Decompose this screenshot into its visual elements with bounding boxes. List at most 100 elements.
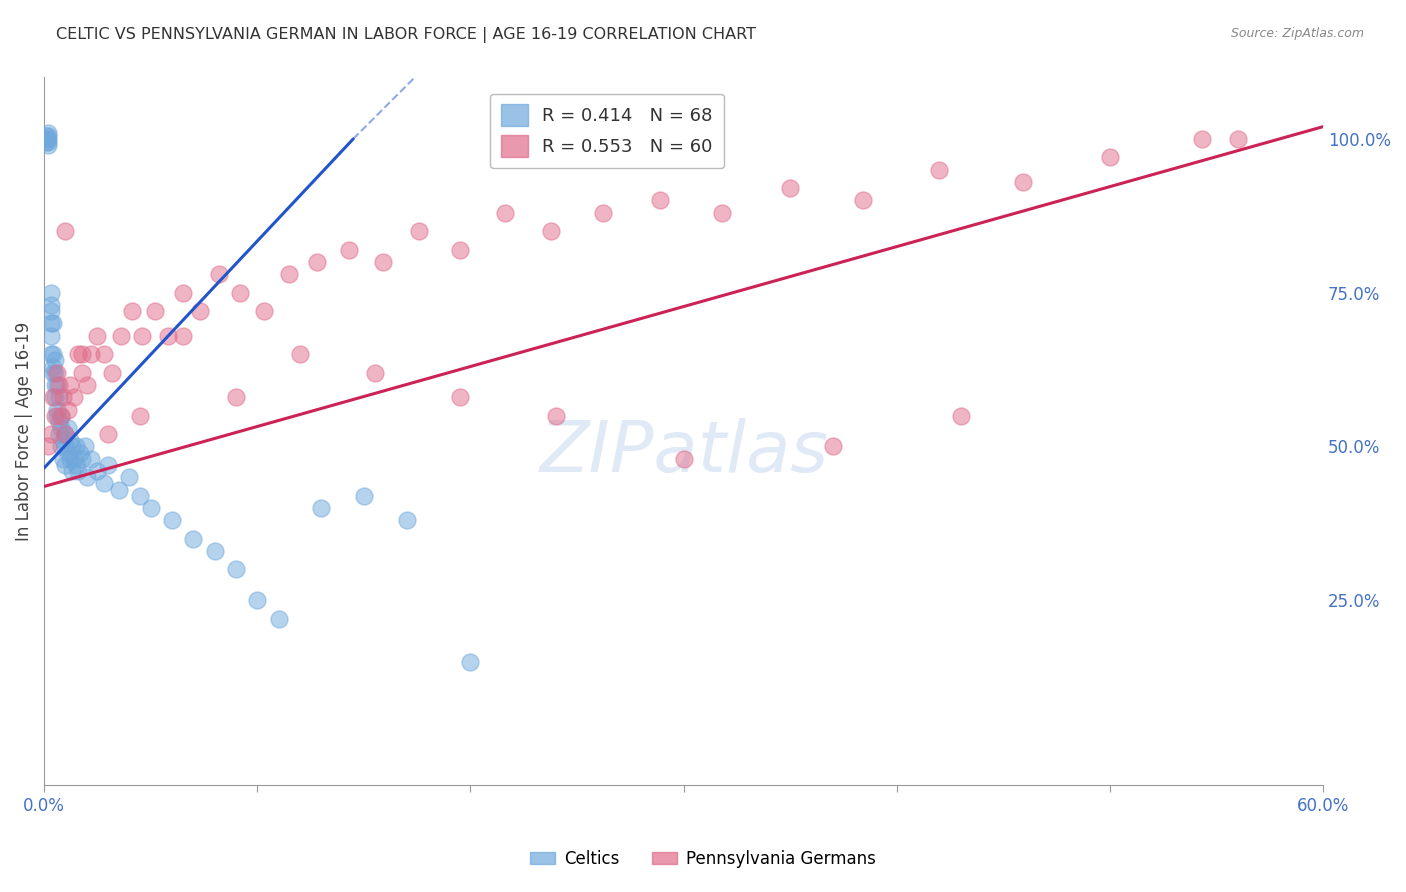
Point (253, 304, 276, 318)
Point (204, 544, 226, 558)
Point (39, 285, 62, 300)
Point (337, 243, 360, 257)
Point (1098, 150, 1121, 164)
Point (229, 285, 252, 300)
Point (93, 347, 115, 361)
Point (44, 390, 66, 404)
Point (93, 476, 115, 491)
Point (35, 132, 58, 146)
Point (1191, 132, 1213, 146)
Point (55, 440, 77, 454)
Point (86, 328, 108, 343)
Point (35, 135, 58, 149)
Point (225, 562, 247, 576)
Point (52, 390, 75, 404)
Point (76, 470, 98, 484)
Point (107, 483, 129, 497)
Point (246, 593, 269, 607)
Point (76, 378, 98, 392)
Point (52, 451, 75, 466)
Point (59, 378, 82, 392)
Point (278, 267, 301, 281)
Point (48, 390, 70, 404)
Text: Source: ZipAtlas.com: Source: ZipAtlas.com (1230, 27, 1364, 40)
Point (118, 470, 141, 484)
Point (67, 464, 90, 478)
Point (37, 440, 59, 454)
Point (45, 378, 67, 392)
Point (949, 409, 972, 423)
Point (131, 328, 153, 343)
Point (97, 458, 120, 472)
Y-axis label: In Labor Force | Age 16-19: In Labor Force | Age 16-19 (15, 321, 32, 541)
Point (56, 445, 79, 459)
Point (67, 347, 90, 361)
Point (63, 390, 86, 404)
Point (45, 366, 67, 380)
Text: ZIPatlas: ZIPatlas (538, 417, 828, 487)
Point (55, 224, 77, 238)
Point (72, 347, 94, 361)
Point (39, 328, 62, 343)
Point (37, 132, 59, 146)
Point (72, 451, 94, 466)
Legend: Celtics, Pennsylvania Germans: Celtics, Pennsylvania Germans (523, 844, 883, 875)
Point (52, 434, 75, 448)
Point (172, 285, 194, 300)
Point (41, 359, 63, 374)
Point (37, 126, 59, 140)
Point (56, 421, 79, 435)
Point (41, 366, 63, 380)
Point (650, 194, 672, 208)
Point (80, 451, 103, 466)
Point (60, 440, 83, 454)
Point (55, 458, 77, 472)
Point (44, 353, 66, 368)
Point (48, 427, 70, 442)
Point (39, 427, 62, 442)
Point (97, 427, 120, 442)
Point (39, 347, 62, 361)
Point (55, 427, 77, 442)
Point (852, 194, 875, 208)
Point (44, 409, 66, 423)
Point (129, 489, 152, 503)
Point (80, 347, 103, 361)
Point (129, 409, 152, 423)
Point (41, 347, 63, 361)
Point (288, 347, 311, 361)
Point (779, 181, 801, 195)
Point (45, 402, 67, 417)
Point (449, 390, 471, 404)
Point (51, 421, 73, 435)
Point (65, 458, 87, 472)
Point (449, 243, 471, 257)
Point (460, 655, 482, 669)
Point (353, 489, 375, 503)
Point (110, 328, 132, 343)
Point (59, 434, 82, 448)
Point (540, 224, 562, 238)
Point (139, 500, 162, 515)
Point (408, 224, 430, 238)
Point (48, 415, 70, 429)
Point (41, 317, 63, 331)
Point (267, 612, 290, 626)
Point (371, 255, 394, 269)
Point (72, 366, 94, 380)
Point (672, 451, 695, 466)
Point (208, 267, 231, 281)
Point (41, 390, 63, 404)
Point (44, 378, 66, 392)
Point (39, 304, 62, 318)
Point (160, 513, 183, 527)
Point (1226, 132, 1249, 146)
Point (44, 366, 66, 380)
Point (305, 255, 328, 269)
Text: CELTIC VS PENNSYLVANIA GERMAN IN LABOR FORCE | AGE 16-19 CORRELATION CHART: CELTIC VS PENNSYLVANIA GERMAN IN LABOR F… (56, 27, 756, 43)
Point (63, 451, 86, 466)
Point (37, 138, 59, 153)
Point (69, 445, 91, 459)
Point (188, 304, 211, 318)
Point (39, 317, 62, 331)
